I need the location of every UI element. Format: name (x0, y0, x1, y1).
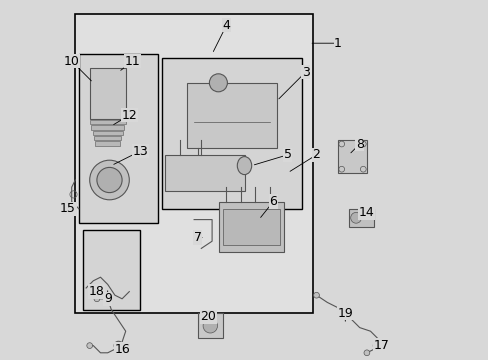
Circle shape (363, 350, 369, 356)
Text: 2: 2 (312, 148, 320, 161)
Bar (223, 209, 280, 245)
Circle shape (97, 167, 122, 193)
Circle shape (203, 319, 217, 333)
Bar (197, 313, 223, 338)
Bar (75, 14, 312, 313)
Ellipse shape (237, 157, 251, 175)
Bar (348, 209, 373, 227)
Text: 19: 19 (337, 307, 352, 320)
Text: 17: 17 (373, 339, 388, 352)
Circle shape (209, 74, 227, 92)
Bar (95, 141, 120, 146)
Circle shape (350, 212, 361, 223)
Bar (165, 155, 244, 191)
Text: 13: 13 (132, 145, 148, 158)
Bar (94, 136, 121, 140)
Text: 4: 4 (222, 19, 230, 32)
Bar (91, 125, 124, 130)
Circle shape (373, 341, 381, 350)
Bar (337, 140, 366, 173)
Text: 10: 10 (63, 55, 80, 68)
Text: 12: 12 (121, 109, 137, 122)
Bar (79, 54, 158, 223)
Text: 11: 11 (125, 55, 141, 68)
Text: 14: 14 (358, 206, 374, 219)
Bar (162, 58, 302, 209)
Text: 16: 16 (114, 343, 130, 356)
Bar (82, 230, 140, 310)
Text: 9: 9 (103, 292, 111, 305)
Text: 20: 20 (200, 310, 216, 323)
Circle shape (313, 292, 319, 298)
Text: 3: 3 (301, 66, 309, 78)
Text: 1: 1 (333, 37, 341, 50)
Bar (186, 83, 276, 148)
Text: 15: 15 (60, 202, 76, 215)
Text: 8: 8 (355, 138, 363, 150)
Bar (89, 120, 125, 124)
Text: 5: 5 (283, 148, 291, 161)
Text: 18: 18 (89, 285, 104, 298)
Text: 6: 6 (269, 195, 277, 208)
Circle shape (94, 296, 100, 302)
Circle shape (87, 343, 92, 348)
Bar (92, 131, 122, 135)
Circle shape (114, 341, 122, 350)
Circle shape (89, 160, 129, 200)
Text: 7: 7 (193, 231, 201, 244)
Bar (219, 202, 284, 252)
Bar (89, 68, 125, 119)
